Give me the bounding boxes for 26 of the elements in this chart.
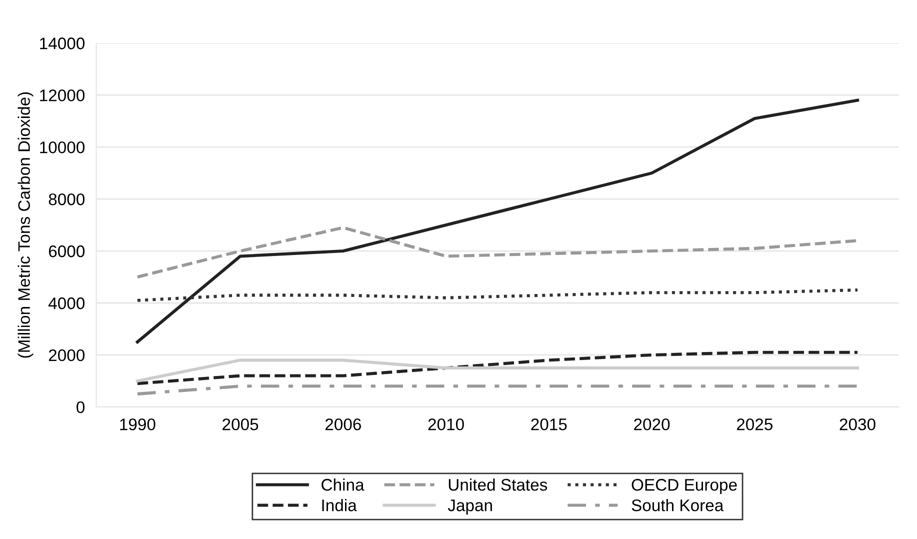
legend-label: OECD Europe [632, 478, 737, 494]
x-tick-label: 2015 [531, 418, 567, 430]
y-tick-label: 10000 [40, 141, 85, 154]
x-tick-label: 2025 [736, 418, 772, 430]
legend-label: Japan [448, 500, 492, 515]
y-tick-label: 14000 [40, 38, 85, 50]
x-tick-label: 2030 [840, 418, 876, 430]
y-tick-label: 8000 [48, 193, 85, 206]
legend-label: India [322, 499, 357, 512]
y-tick-label: 6000 [48, 245, 85, 258]
y-tick-label: 2000 [48, 349, 85, 362]
line-series [136, 98, 860, 344]
legend-label: United States [448, 478, 548, 491]
y-tick-label: 4000 [48, 297, 85, 310]
x-tick-label: 2006 [325, 418, 361, 430]
x-tick-label: 2010 [428, 418, 464, 430]
x-tick-label: 1990 [120, 418, 156, 430]
legend-label: China [322, 478, 364, 491]
y-tick-label: 0 [76, 401, 85, 414]
y-axis-title: (Million Metric Tons Carbon Dioxide) [18, 92, 34, 358]
y-tick-label: 12000 [40, 89, 85, 102]
line-series [136, 288, 860, 302]
x-tick-label: 2020 [634, 418, 670, 430]
legend-label: South Korea [632, 499, 724, 512]
line-series [136, 350, 860, 386]
x-tick-label: 2005 [222, 418, 258, 430]
